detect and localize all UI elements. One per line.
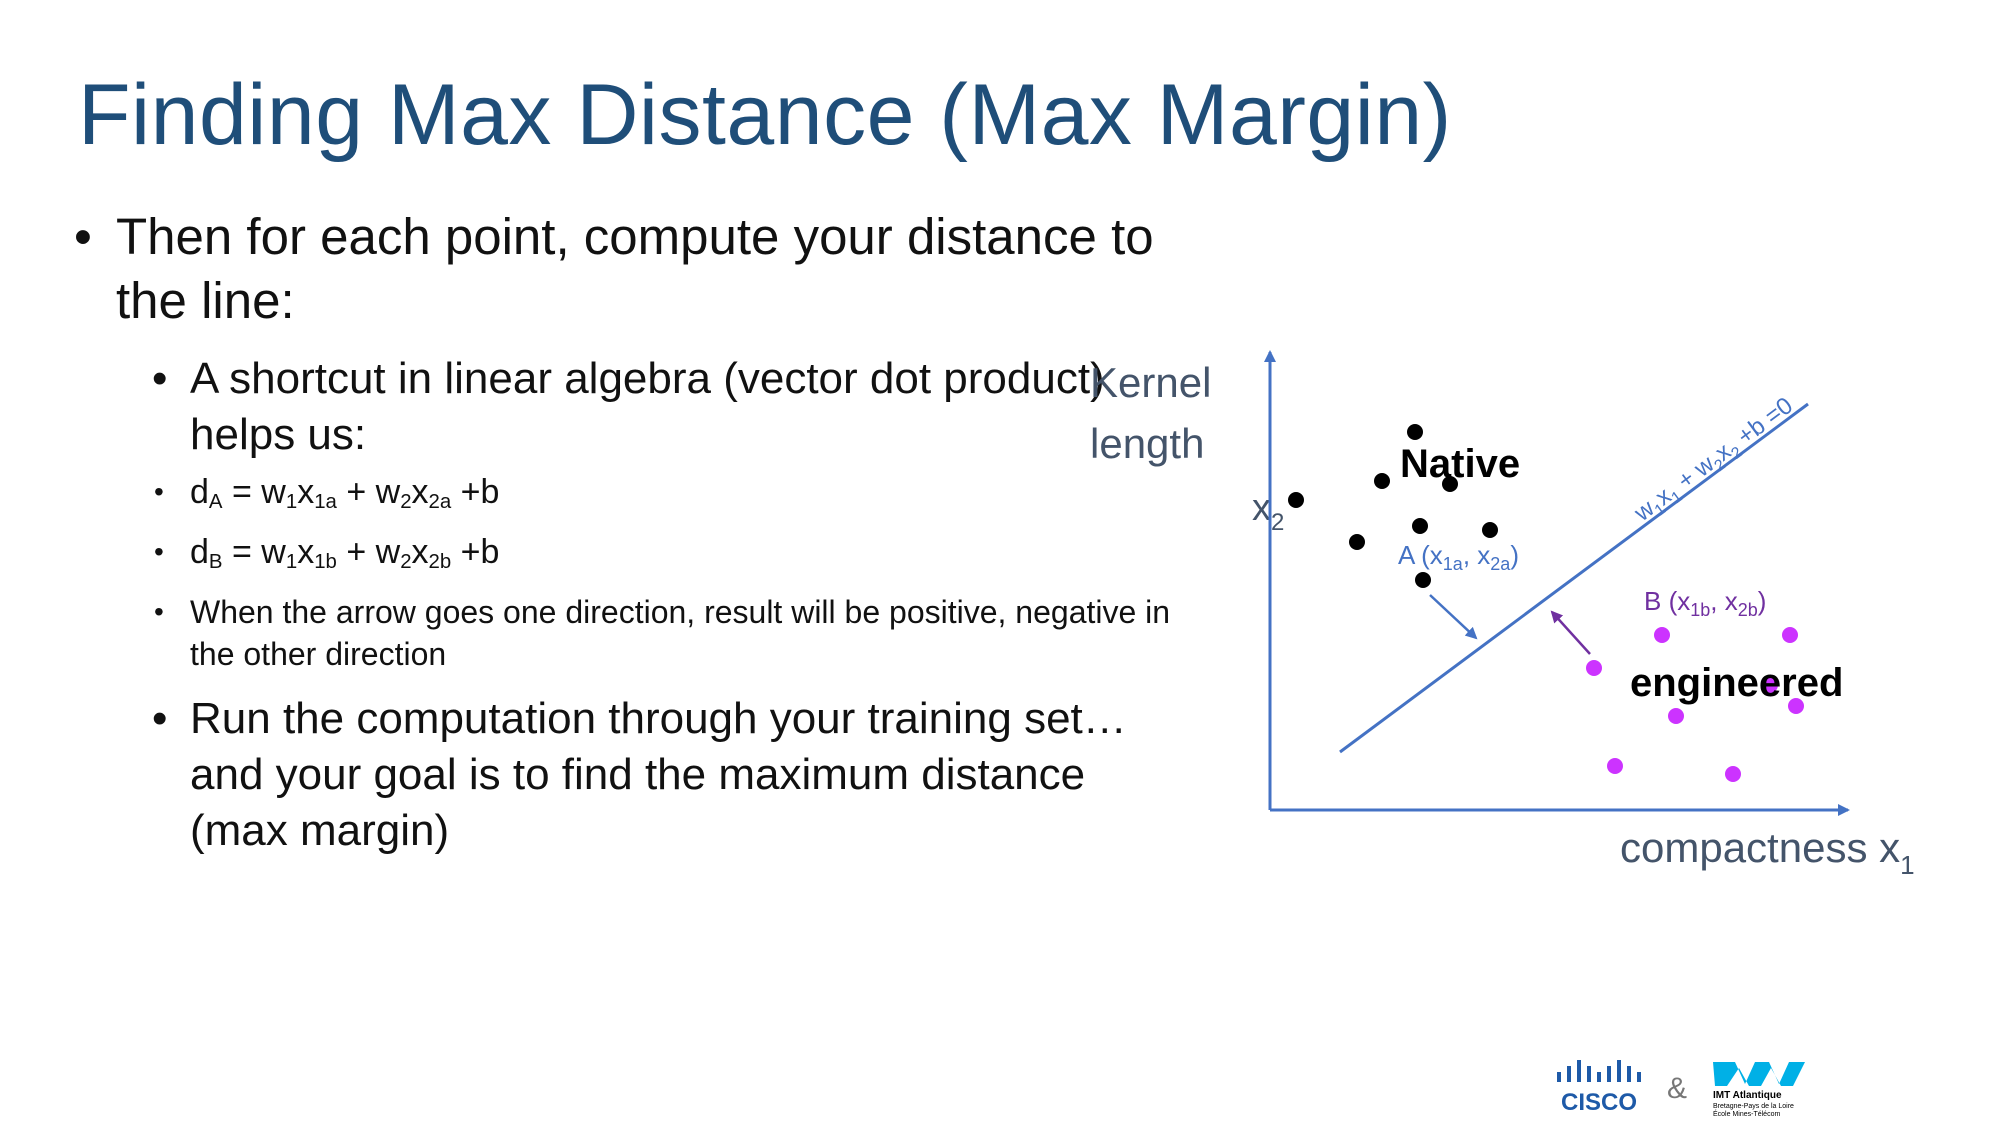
imt-sub1: Bretagne-Pays de la Loire [1713, 1103, 1794, 1110]
engineered-point [1762, 677, 1778, 693]
engineered-point-b [1586, 660, 1602, 676]
separating-line [1339, 402, 1809, 754]
svm-diagram: Kernel length x2 compactness x1 w1x1 + w… [1090, 350, 1915, 880]
y-axis-label-length: length [1090, 420, 1204, 467]
imt-title: IMT Atlantique [1713, 1090, 1782, 1101]
native-point [1288, 492, 1304, 508]
bullet-linear-algebra: A shortcut in linear algebra (vector dot… [70, 351, 1160, 463]
bullet-run-computation: Run the computation through your trainin… [70, 691, 1190, 859]
slide-title: Finding Max Distance (Max Margin) [78, 67, 1452, 163]
native-point [1407, 424, 1423, 440]
arrow-a-to-line [1429, 594, 1478, 640]
footer-logos: CISCO & IMT Atlantique Bretagne-Pays de … [1557, 1060, 1805, 1118]
bullet-list: Then for each point, compute your distan… [70, 205, 1170, 859]
engineered-point [1607, 758, 1623, 774]
equation-d-a: dA = w1x1a + w2x2a +b [70, 471, 1160, 523]
imt-atlantique-logo: IMT Atlantique Bretagne-Pays de la Loire… [1713, 1062, 1805, 1118]
engineered-points [1586, 627, 1804, 782]
engineered-point [1782, 627, 1798, 643]
y-axis-label-kernel: Kernel [1090, 359, 1211, 406]
class-label-native: Native [1400, 442, 1520, 486]
bullet-arrow-direction: When the arrow goes one direction, resul… [70, 591, 1190, 675]
native-point [1349, 534, 1365, 550]
equation-d-b: dB = w1x1b + w2x2b +b [70, 531, 1160, 583]
point-a-label: A (x1a, x2a) [1398, 540, 1519, 574]
class-label-engineered: engineered [1630, 661, 1843, 705]
engineered-point [1788, 698, 1804, 714]
arrow-b-to-line [1550, 610, 1591, 655]
point-b-label: B (x1b, x2b) [1644, 586, 1766, 620]
x-axis-label: compactness x1 [1620, 824, 1915, 880]
line-equation-label: w1x1 + w2x2 +b =0 [1629, 392, 1801, 531]
cisco-logo: CISCO [1557, 1060, 1641, 1116]
native-point [1412, 518, 1428, 534]
native-points [1288, 424, 1498, 588]
engineered-point [1654, 627, 1670, 643]
y-axis-variable: x2 [1252, 487, 1284, 536]
native-point-a [1415, 572, 1431, 588]
native-point [1442, 476, 1458, 492]
engineered-point [1725, 766, 1741, 782]
bullet-compute-distance: Then for each point, compute your distan… [70, 205, 1160, 333]
imt-sub2: École Mines-Télécom [1713, 1109, 1780, 1118]
engineered-point [1668, 708, 1684, 724]
native-point [1482, 522, 1498, 538]
native-point [1374, 473, 1390, 489]
cisco-wordmark: CISCO [1561, 1089, 1637, 1116]
ampersand: & [1667, 1072, 1687, 1105]
